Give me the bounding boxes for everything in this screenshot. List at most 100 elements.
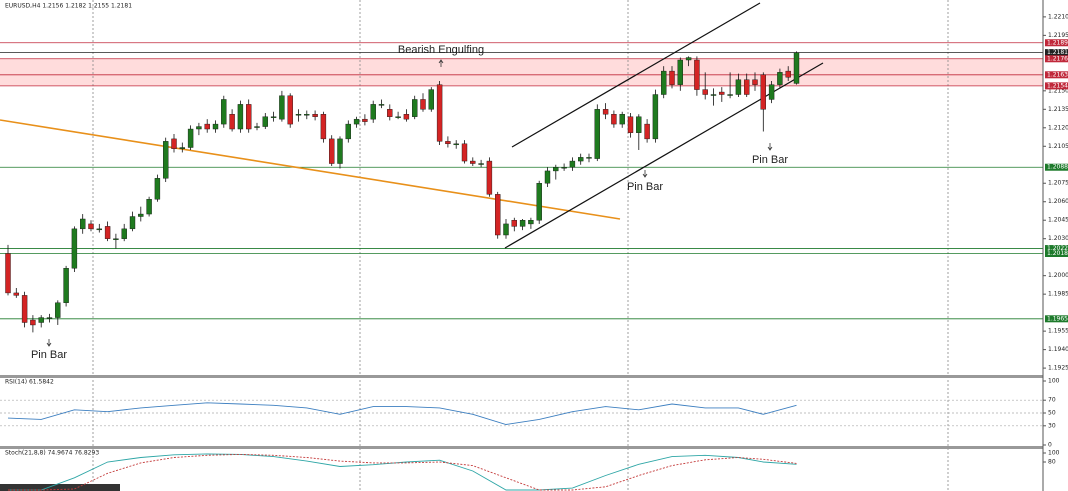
- candle-body: [212, 123, 219, 130]
- y-tick-label: 1.2210: [1048, 13, 1068, 20]
- candle-body: [511, 220, 517, 227]
- candle-body: [395, 116, 401, 118]
- candle-body: [337, 138, 343, 164]
- y-tick-label: 0: [1048, 442, 1052, 449]
- arrow: [767, 143, 773, 151]
- y-tick-label: 100: [1048, 378, 1060, 385]
- candle-body: [329, 138, 335, 164]
- y-tick-label: 1.2150: [1048, 87, 1068, 94]
- y-tick-label: 1.1955: [1048, 328, 1068, 335]
- candle-body: [378, 104, 385, 106]
- candle-body: [187, 128, 194, 148]
- annotation: Pin Bar: [627, 181, 663, 193]
- candle-body: [88, 223, 94, 230]
- arrow: [642, 170, 648, 178]
- candle-body: [146, 199, 152, 215]
- price-tag-label: 1.2176: [1047, 55, 1068, 62]
- price-tag-label: 1.2181: [1047, 49, 1068, 56]
- stoch-line: [8, 453, 797, 491]
- y-tick-label: 1.2105: [1048, 143, 1068, 150]
- candle-body: [760, 74, 766, 110]
- candle-body: [403, 114, 410, 120]
- price-tag: [1045, 249, 1068, 257]
- candle-body: [204, 123, 210, 130]
- candle-body: [619, 114, 625, 125]
- y-tick-label: 30: [1048, 422, 1056, 429]
- price-tag: [1045, 39, 1068, 47]
- y-tick-label: 1.2195: [1048, 32, 1068, 39]
- watermark: [0, 484, 120, 491]
- candle-body: [503, 223, 509, 236]
- candle-body: [561, 167, 567, 169]
- candle-body: [611, 114, 617, 125]
- candle-body: [793, 52, 800, 84]
- candle-body: [129, 216, 136, 230]
- annotation: Bearish Engulfing: [398, 44, 484, 56]
- chart-header: EURUSD,H4 1.2156 1.2182 1.2155 1.2181: [5, 3, 132, 10]
- y-tick-label: 1.2030: [1048, 235, 1068, 242]
- candle-body: [436, 84, 443, 142]
- y-tick-label: 1.2120: [1048, 124, 1068, 131]
- price-tag-label: 1.2154: [1047, 82, 1068, 89]
- candle-body: [627, 116, 634, 133]
- candle-body: [453, 143, 459, 146]
- candle-body: [46, 317, 53, 319]
- candle-body: [594, 109, 600, 159]
- candle-body: [445, 141, 451, 145]
- candle-body: [461, 143, 468, 162]
- candle-body: [519, 220, 526, 227]
- price-tag-label: 1.2018: [1047, 250, 1068, 257]
- y-tick-label: 1.2000: [1048, 272, 1068, 279]
- supply-zone: [0, 58, 1043, 86]
- arrow: [438, 59, 444, 67]
- pane-divider: [0, 446, 1043, 449]
- candle-body: [495, 194, 501, 236]
- candle-body: [586, 157, 592, 159]
- candle-body: [470, 160, 476, 164]
- price-tag-label: 1.1965: [1047, 315, 1068, 322]
- candle-body: [5, 253, 11, 294]
- candle-body: [262, 116, 268, 127]
- candle-body: [171, 138, 177, 149]
- price-tag-label: 1.2022: [1047, 245, 1068, 252]
- candle-body: [30, 319, 36, 326]
- price-tag: [1045, 163, 1068, 171]
- candle-body: [13, 292, 20, 296]
- candle-body: [486, 160, 493, 195]
- price-tag: [1045, 245, 1068, 253]
- price-tag: [1045, 82, 1068, 90]
- y-tick-label: 1.2060: [1048, 198, 1068, 205]
- candle-body: [221, 99, 227, 125]
- candle-body: [528, 220, 534, 225]
- candle-body: [636, 116, 642, 133]
- candle-body: [387, 109, 393, 117]
- candle-body: [735, 79, 742, 95]
- y-tick-label: 50: [1048, 410, 1056, 417]
- candle-body: [295, 114, 302, 116]
- y-tick-label: 1.1925: [1048, 365, 1068, 372]
- price-tag: [1045, 55, 1068, 63]
- candles-layer: [5, 51, 800, 333]
- candle-body: [229, 114, 235, 130]
- candle-body: [727, 94, 733, 96]
- candle-body: [154, 178, 161, 200]
- levels-layer: [0, 42, 1043, 320]
- y-tick-label: 1.1940: [1048, 346, 1068, 353]
- arrow: [46, 339, 52, 347]
- candle-body: [245, 104, 252, 130]
- candle-body: [752, 79, 758, 85]
- candle-body: [79, 218, 86, 230]
- candle-body: [196, 126, 202, 130]
- candle-body: [412, 99, 418, 117]
- rsi-title: RSI(14) 61.5842: [5, 379, 54, 386]
- candle-body: [71, 228, 78, 269]
- candle-body: [785, 70, 791, 78]
- y-tick-label: 70: [1048, 397, 1056, 404]
- zone-layer: [0, 58, 1043, 86]
- annotation: Pin Bar: [31, 349, 67, 361]
- candle-body: [602, 109, 609, 115]
- candle-body: [96, 228, 103, 231]
- candle-body: [312, 114, 318, 117]
- candle-body: [702, 89, 708, 95]
- candle-body: [777, 72, 783, 85]
